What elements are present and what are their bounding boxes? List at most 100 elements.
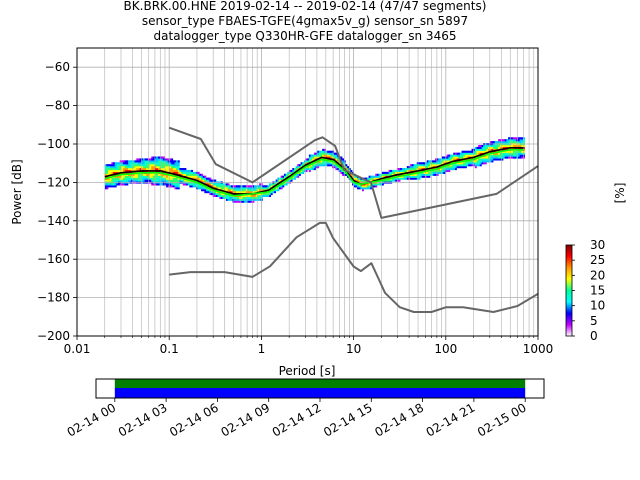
heatmap-cell — [453, 152, 456, 155]
heatmap-cell — [154, 164, 157, 167]
heatmap-cell — [142, 179, 145, 182]
heatmap-cell — [139, 166, 142, 169]
heatmap-cell — [443, 171, 446, 174]
heatmap-cell — [274, 189, 276, 192]
heatmap-cell — [501, 156, 504, 159]
heatmap-cell — [330, 150, 333, 153]
heatmap-cell — [358, 187, 361, 190]
heatmap-cell — [264, 192, 267, 196]
heatmap-cell — [330, 162, 333, 165]
heatmap-cell — [124, 162, 127, 165]
heatmap-cell — [521, 137, 524, 140]
heatmap-cell — [476, 158, 479, 161]
heatmap-cell — [235, 187, 238, 190]
heatmap-cell — [401, 171, 404, 174]
heatmap-cell — [290, 177, 293, 180]
heatmap-cell — [219, 192, 222, 196]
heatmap-cell — [468, 150, 471, 153]
heatmap-cell — [119, 175, 122, 178]
heatmap-cell — [277, 177, 280, 180]
heatmap-cell — [496, 146, 499, 149]
heatmap-cell — [109, 177, 112, 180]
heatmap-cell — [240, 196, 243, 199]
heatmap-cell — [439, 160, 442, 163]
heatmap-cell — [146, 175, 149, 178]
heatmap-cell — [411, 177, 414, 180]
heatmap-cell — [166, 168, 169, 171]
heatmap-cell — [430, 160, 432, 163]
heatmap-cell — [423, 175, 426, 178]
heatmap-cell — [504, 154, 507, 157]
heatmap-cell — [162, 183, 165, 186]
heatmap-cell — [474, 166, 477, 169]
heatmap-cell — [391, 169, 394, 173]
heatmap-cell — [342, 171, 345, 174]
heatmap-cell — [454, 156, 457, 159]
heatmap-cell — [433, 173, 436, 176]
heatmap-cell — [245, 191, 248, 194]
heatmap-cell — [517, 154, 520, 157]
heatmap-cell — [167, 164, 170, 167]
heatmap-cell — [207, 191, 210, 194]
heatmap-cell — [337, 166, 340, 169]
heatmap-cell — [345, 168, 348, 171]
heatmap-cell — [476, 160, 479, 163]
heatmap-cell — [255, 187, 258, 190]
heatmap-cell — [509, 154, 512, 157]
heatmap-cell — [473, 150, 476, 153]
heatmap-cell — [205, 177, 208, 180]
heatmap-cell — [106, 164, 109, 167]
heatmap-cell — [503, 144, 506, 148]
heatmap-cell — [476, 162, 479, 165]
heatmap-cell — [174, 185, 177, 188]
heatmap-cell — [448, 169, 451, 173]
heatmap-cell — [205, 187, 208, 190]
heatmap-cell — [197, 173, 200, 176]
heatmap-cell — [320, 164, 323, 167]
heatmap-cell — [137, 168, 140, 171]
heatmap-cell — [199, 187, 202, 190]
heatmap-cell — [473, 160, 476, 163]
heatmap-cell — [342, 162, 345, 165]
heatmap-cell — [474, 148, 477, 151]
heatmap-cell — [411, 169, 414, 173]
heatmap-cell — [222, 196, 225, 199]
heatmap-cell — [493, 150, 496, 153]
heatmap-cell — [421, 171, 424, 174]
heatmap-cell — [114, 185, 117, 188]
heatmap-cell — [113, 164, 116, 167]
heatmap-cell — [488, 146, 491, 149]
heatmap-cell — [113, 179, 116, 182]
heatmap-cell — [496, 158, 499, 161]
heatmap-cell — [504, 139, 507, 142]
heatmap-cell — [177, 185, 180, 188]
y-tick-label: −120 — [37, 175, 70, 189]
heatmap-cell — [474, 146, 477, 149]
heatmap-cell — [277, 179, 280, 182]
heatmap-cell — [411, 166, 414, 169]
heatmap-cell — [463, 154, 466, 157]
heatmap-cell — [300, 171, 303, 174]
heatmap-cell — [129, 166, 132, 169]
heatmap-cell — [463, 162, 466, 165]
heatmap-cell — [121, 166, 124, 169]
heatmap-cell — [257, 194, 260, 197]
heatmap-cell — [338, 169, 341, 173]
heatmap-cell — [335, 164, 338, 167]
heatmap-cell — [123, 183, 125, 186]
title-line-1: BK.BRK.00.HNE 2019-02-14 -- 2019-02-14 (… — [124, 0, 487, 13]
heatmap-cell — [308, 168, 311, 171]
heatmap-cell — [322, 160, 325, 163]
heatmap-cell — [325, 160, 328, 163]
heatmap-cell — [104, 164, 107, 167]
heatmap-cell — [476, 152, 479, 155]
heatmap-cell — [230, 189, 233, 192]
heatmap-cell — [443, 158, 446, 161]
heatmap-cell — [161, 160, 164, 163]
heatmap-cell — [275, 187, 278, 190]
colorbar-tick-label: 25 — [590, 253, 605, 267]
heatmap-cell — [483, 150, 486, 153]
heatmap-cell — [184, 171, 187, 174]
heatmap-cell — [104, 166, 107, 169]
heatmap-cell — [425, 171, 428, 174]
